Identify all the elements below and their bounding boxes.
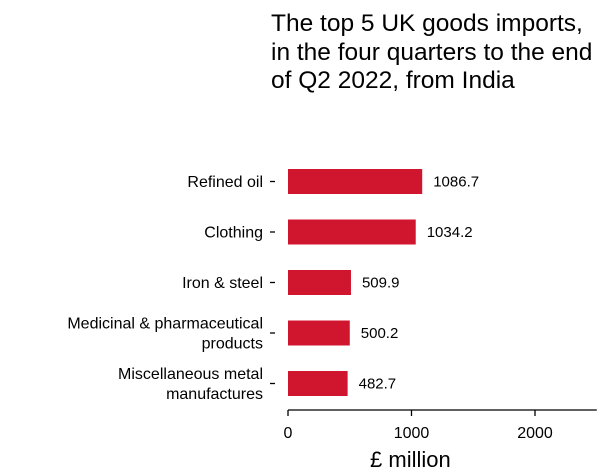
data-label-3: 500.2 [361,325,399,342]
bar-3 [288,320,350,346]
bar-0 [288,169,423,194]
data-label-0: 1086.7 [433,174,479,191]
category-label-1-0: Clothing [204,225,263,242]
category-label-3-0: Medicinal & pharmaceutical [67,316,263,333]
x-tick-label-2: 2000 [517,425,553,442]
x-tick-label-1: 1000 [394,425,430,442]
x-axis-title: £ million [370,447,451,472]
bars-layer [288,169,423,396]
bar-2 [288,270,351,295]
category-label-3-1: products [202,336,263,353]
labels-layer: 1086.7 Refined oil 1034.2 Clothing 509.9 Iron… [67,174,479,404]
data-label-1: 1034.2 [427,224,473,241]
category-label-2-0: Iron & steel [182,275,263,292]
data-label-2: 509.9 [362,275,400,292]
bar-1 [288,219,416,245]
bar-4 [288,371,348,396]
x-tick-label-0: 0 [284,425,293,442]
data-label-4: 482.7 [359,376,397,393]
x-axis: 0 1000 2000 £ million [284,409,597,472]
category-label-4-1: manufactures [166,386,263,403]
chart-title: The top 5 UK goods imports, in the four … [271,10,593,94]
category-label-4-0: Miscellaneous metal [118,366,263,383]
category-label-0-0: Refined oil [187,174,263,191]
